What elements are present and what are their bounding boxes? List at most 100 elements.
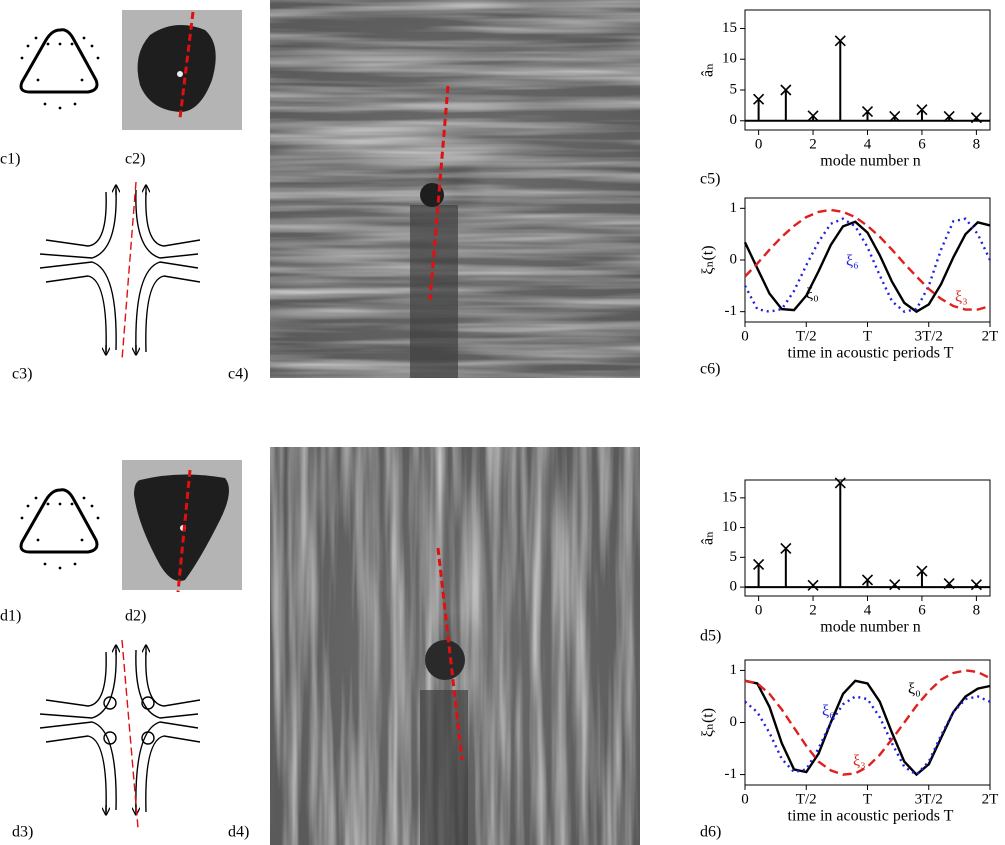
x-tick-label: 0: [741, 791, 749, 807]
panel-label: c5): [700, 171, 720, 188]
x-marker: [916, 565, 928, 577]
y-axis-label: ξₙ(t): [700, 708, 717, 737]
x-marker: [916, 104, 928, 116]
x-axis-label: time in acoustic periods T: [788, 808, 954, 825]
x-tick-label: 2: [809, 136, 817, 152]
x-marker: [807, 110, 819, 122]
x-axis-label: mode number n: [820, 153, 920, 170]
panel-label: d3): [12, 824, 33, 841]
series-line: [744, 208, 991, 311]
marker-stroke: [834, 35, 846, 47]
panel-label: c3): [12, 366, 32, 383]
x-tick-label: 4: [864, 602, 872, 618]
marker-stroke: [970, 112, 982, 124]
x-tick-label: T: [863, 328, 872, 344]
y-axis-label: âₙ: [700, 63, 717, 77]
marker-stroke: [753, 93, 765, 105]
y-tick-label: -1: [725, 766, 738, 782]
series-line: [743, 220, 991, 314]
x-tick-label: 8: [973, 136, 981, 152]
y-tick-label: 0: [730, 251, 738, 267]
x-tick-label: 2T: [982, 791, 999, 807]
x-marker: [889, 579, 901, 591]
x-tick-label: 8: [973, 602, 981, 618]
streak-photo: [270, 447, 640, 845]
series-label: ξ₆: [846, 253, 859, 270]
series-label: ξ₀: [806, 286, 819, 303]
y-tick-label: 1: [730, 200, 738, 216]
y-tick-label: -1: [725, 303, 738, 319]
panel-label: d2): [125, 608, 146, 625]
x-tick-label: 6: [918, 136, 926, 152]
x-tick-label: 4: [864, 136, 872, 152]
x-tick-label: 6: [918, 602, 926, 618]
series-line: [744, 669, 991, 776]
panel-label: c2): [125, 151, 145, 168]
marker-stroke: [753, 558, 765, 571]
x-marker: [943, 577, 955, 590]
x-tick-label: T: [863, 791, 872, 807]
y-tick-label: 5: [730, 549, 738, 565]
series-label: ξ₃: [955, 289, 968, 306]
y-tick-label: 0: [730, 579, 738, 595]
marker-stroke: [834, 477, 846, 489]
x-marker: [970, 579, 982, 591]
x-marker: [861, 574, 874, 586]
y-tick-label: 15: [722, 20, 737, 36]
y-tick-label: 5: [730, 81, 738, 97]
marker-stroke: [943, 577, 955, 590]
panel-label: c1): [0, 151, 20, 168]
y-tick-label: 15: [722, 489, 737, 505]
marker-stroke: [889, 110, 901, 123]
x-tick-label: T/2: [796, 791, 817, 807]
marker-stroke: [861, 105, 874, 118]
x-marker: [807, 579, 819, 591]
x-marker: [970, 112, 982, 124]
series-label: ξ₆: [822, 703, 835, 720]
marker-stroke: [807, 110, 819, 122]
y-tick-label: 0: [730, 714, 738, 730]
panel-label: d1): [0, 608, 21, 625]
x-axis-label: time in acoustic periods T: [788, 345, 954, 362]
x-tick-label: 0: [755, 136, 763, 152]
x-axis-label: mode number n: [820, 619, 920, 636]
marker-stroke: [861, 574, 874, 586]
y-tick-label: 10: [722, 51, 737, 67]
shape-sketch: [19, 28, 100, 110]
droplet-photo: [122, 10, 242, 130]
marker-stroke: [916, 104, 928, 116]
x-marker: [834, 35, 846, 47]
y-tick-label: 10: [722, 519, 737, 535]
panel-label: d4): [228, 824, 249, 841]
x-marker: [753, 93, 765, 105]
x-marker: [780, 542, 792, 554]
panel-label: c6): [700, 361, 720, 378]
y-tick-label: 0: [730, 112, 738, 128]
x-marker: [834, 477, 846, 489]
x-tick-label: 3T/2: [915, 791, 943, 807]
x-tick-label: T/2: [796, 328, 817, 344]
x-tick-label: 0: [741, 328, 749, 344]
marker-stroke: [970, 579, 982, 591]
x-marker: [889, 110, 901, 123]
flow-sketch: [39, 639, 201, 829]
x-marker: [943, 110, 955, 123]
y-tick-label: 1: [730, 662, 738, 678]
y-axis-label: ξₙ(t): [700, 245, 717, 274]
flow-sketch: [39, 181, 201, 361]
marker-stroke: [943, 110, 955, 123]
x-marker: [861, 105, 874, 118]
panel-label: c4): [228, 366, 248, 383]
series-label: ξ₃: [853, 753, 866, 770]
marker-stroke: [780, 542, 792, 554]
x-marker: [780, 84, 792, 96]
marker-stroke: [780, 84, 792, 96]
marker-stroke: [807, 579, 819, 591]
panel-label: d6): [700, 824, 721, 841]
droplet-photo: [122, 460, 242, 593]
x-tick-label: 2: [809, 602, 817, 618]
x-tick-label: 2T: [982, 328, 999, 344]
panel-label: d5): [700, 628, 721, 645]
marker-stroke: [889, 579, 901, 591]
